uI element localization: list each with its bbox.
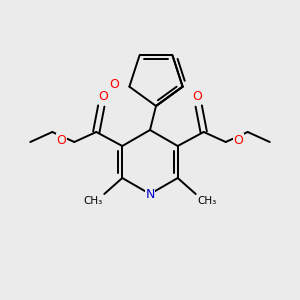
Text: O: O [56,134,66,146]
Text: CH₃: CH₃ [198,196,217,206]
Text: N: N [145,188,155,200]
Text: O: O [98,89,108,103]
Text: O: O [234,134,244,146]
Text: O: O [192,89,202,103]
Text: CH₃: CH₃ [83,196,102,206]
Text: O: O [110,78,119,91]
